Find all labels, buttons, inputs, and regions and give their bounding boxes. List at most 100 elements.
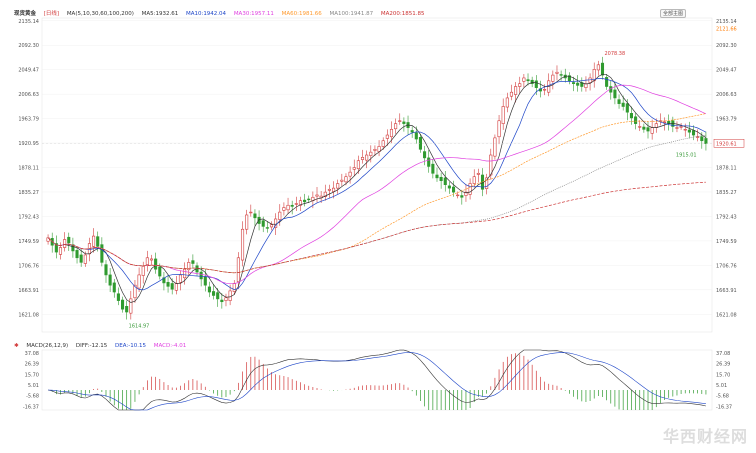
y-tick-label: 2049.47	[18, 68, 39, 74]
candle	[121, 299, 125, 310]
candle	[625, 103, 629, 113]
candle	[526, 79, 530, 82]
candle	[518, 83, 522, 87]
candle	[621, 102, 625, 107]
candle	[365, 154, 369, 161]
candle	[534, 80, 538, 88]
candle	[257, 216, 261, 224]
y-tick-label: 2135.14	[18, 19, 39, 25]
dea-line	[48, 352, 706, 411]
candle	[278, 211, 282, 220]
candle	[696, 136, 700, 138]
candle	[360, 157, 365, 160]
candle	[203, 276, 207, 286]
candle	[629, 113, 633, 119]
candle	[104, 264, 108, 276]
candle	[162, 277, 166, 284]
candle	[133, 284, 137, 299]
candle	[530, 79, 534, 84]
candle	[170, 283, 174, 290]
candle	[261, 220, 265, 227]
ma100-line	[47, 134, 706, 274]
candle	[344, 176, 348, 183]
candle	[191, 260, 195, 264]
diff-line	[48, 349, 706, 411]
ma10-label: MA10:1942.04	[185, 11, 227, 17]
ma5-label: MA5:1932.61	[141, 11, 179, 17]
candle	[137, 274, 141, 289]
macd-diff: DIFF:-12.15	[75, 343, 108, 349]
candle	[700, 136, 704, 142]
candle	[303, 199, 307, 203]
macd-y-tick-right: -16.37	[716, 404, 732, 410]
candle	[439, 176, 443, 182]
y-tick-label: 2006.63	[18, 92, 39, 98]
candle	[687, 129, 691, 133]
y-tick-label-right: 2049.47	[716, 68, 737, 74]
candle	[332, 187, 336, 192]
y-tick-label: 1878.11	[18, 166, 39, 172]
candle	[476, 172, 480, 175]
candle	[555, 71, 559, 74]
candle	[240, 228, 245, 261]
candle	[638, 126, 642, 128]
candle	[452, 186, 456, 193]
candle	[178, 274, 183, 283]
y-tick-label: 1835.27	[18, 190, 39, 196]
y-tick-label: 1621.08	[18, 312, 39, 318]
y-tick-label-right: 1621.08	[716, 312, 737, 318]
y-tick-label-right: 1792.43	[716, 214, 737, 220]
indicator-selector-button[interactable]: 全部主图	[660, 9, 687, 18]
candle	[129, 298, 133, 314]
candle	[402, 121, 406, 124]
candle	[125, 306, 129, 313]
candle	[249, 211, 253, 214]
candle	[683, 129, 687, 131]
candle	[435, 174, 439, 179]
candle	[100, 244, 104, 263]
candle	[605, 77, 609, 87]
candle	[141, 266, 145, 276]
candle	[112, 282, 116, 293]
candle	[398, 120, 402, 122]
upper-axis-annotation: 2121.66	[716, 26, 737, 32]
macd-y-tick: 15.70	[25, 372, 39, 378]
candle	[410, 130, 414, 133]
candle	[145, 257, 149, 265]
high-annotation: 2078.38	[604, 51, 625, 57]
candle	[489, 154, 493, 176]
ma-params: MA(5,10,30,60,100,200)	[66, 11, 134, 17]
ma200-line	[47, 181, 706, 274]
candle	[385, 134, 389, 139]
candle	[634, 116, 638, 124]
candle	[220, 299, 224, 303]
candle	[79, 254, 83, 263]
y-tick-label: 1920.95	[18, 141, 39, 147]
macd-star-icon: ✱	[14, 343, 19, 349]
macd-y-tick-right: 5.01	[716, 383, 727, 389]
candle	[600, 62, 605, 76]
macd-title: MACD(26,12,9)	[26, 343, 69, 349]
candle	[679, 126, 683, 128]
candle	[96, 236, 100, 247]
candle	[298, 200, 302, 206]
macd-dea: DEA:-10.15	[114, 343, 146, 349]
candle	[559, 74, 563, 76]
candle	[352, 167, 356, 170]
macd-y-tick: 5.01	[28, 383, 39, 389]
candle	[543, 89, 547, 91]
candle	[348, 171, 352, 177]
y-tick-label-right: 1706.76	[716, 263, 737, 269]
candle	[315, 194, 319, 197]
candle	[294, 203, 298, 205]
current-price-label: 1920.61	[716, 141, 737, 147]
macd-y-tick-right: -5.68	[716, 394, 729, 400]
candle	[381, 140, 385, 147]
candle	[187, 262, 191, 271]
candle	[340, 179, 344, 182]
candle	[75, 250, 79, 259]
candle	[212, 291, 216, 296]
candle	[154, 258, 158, 270]
